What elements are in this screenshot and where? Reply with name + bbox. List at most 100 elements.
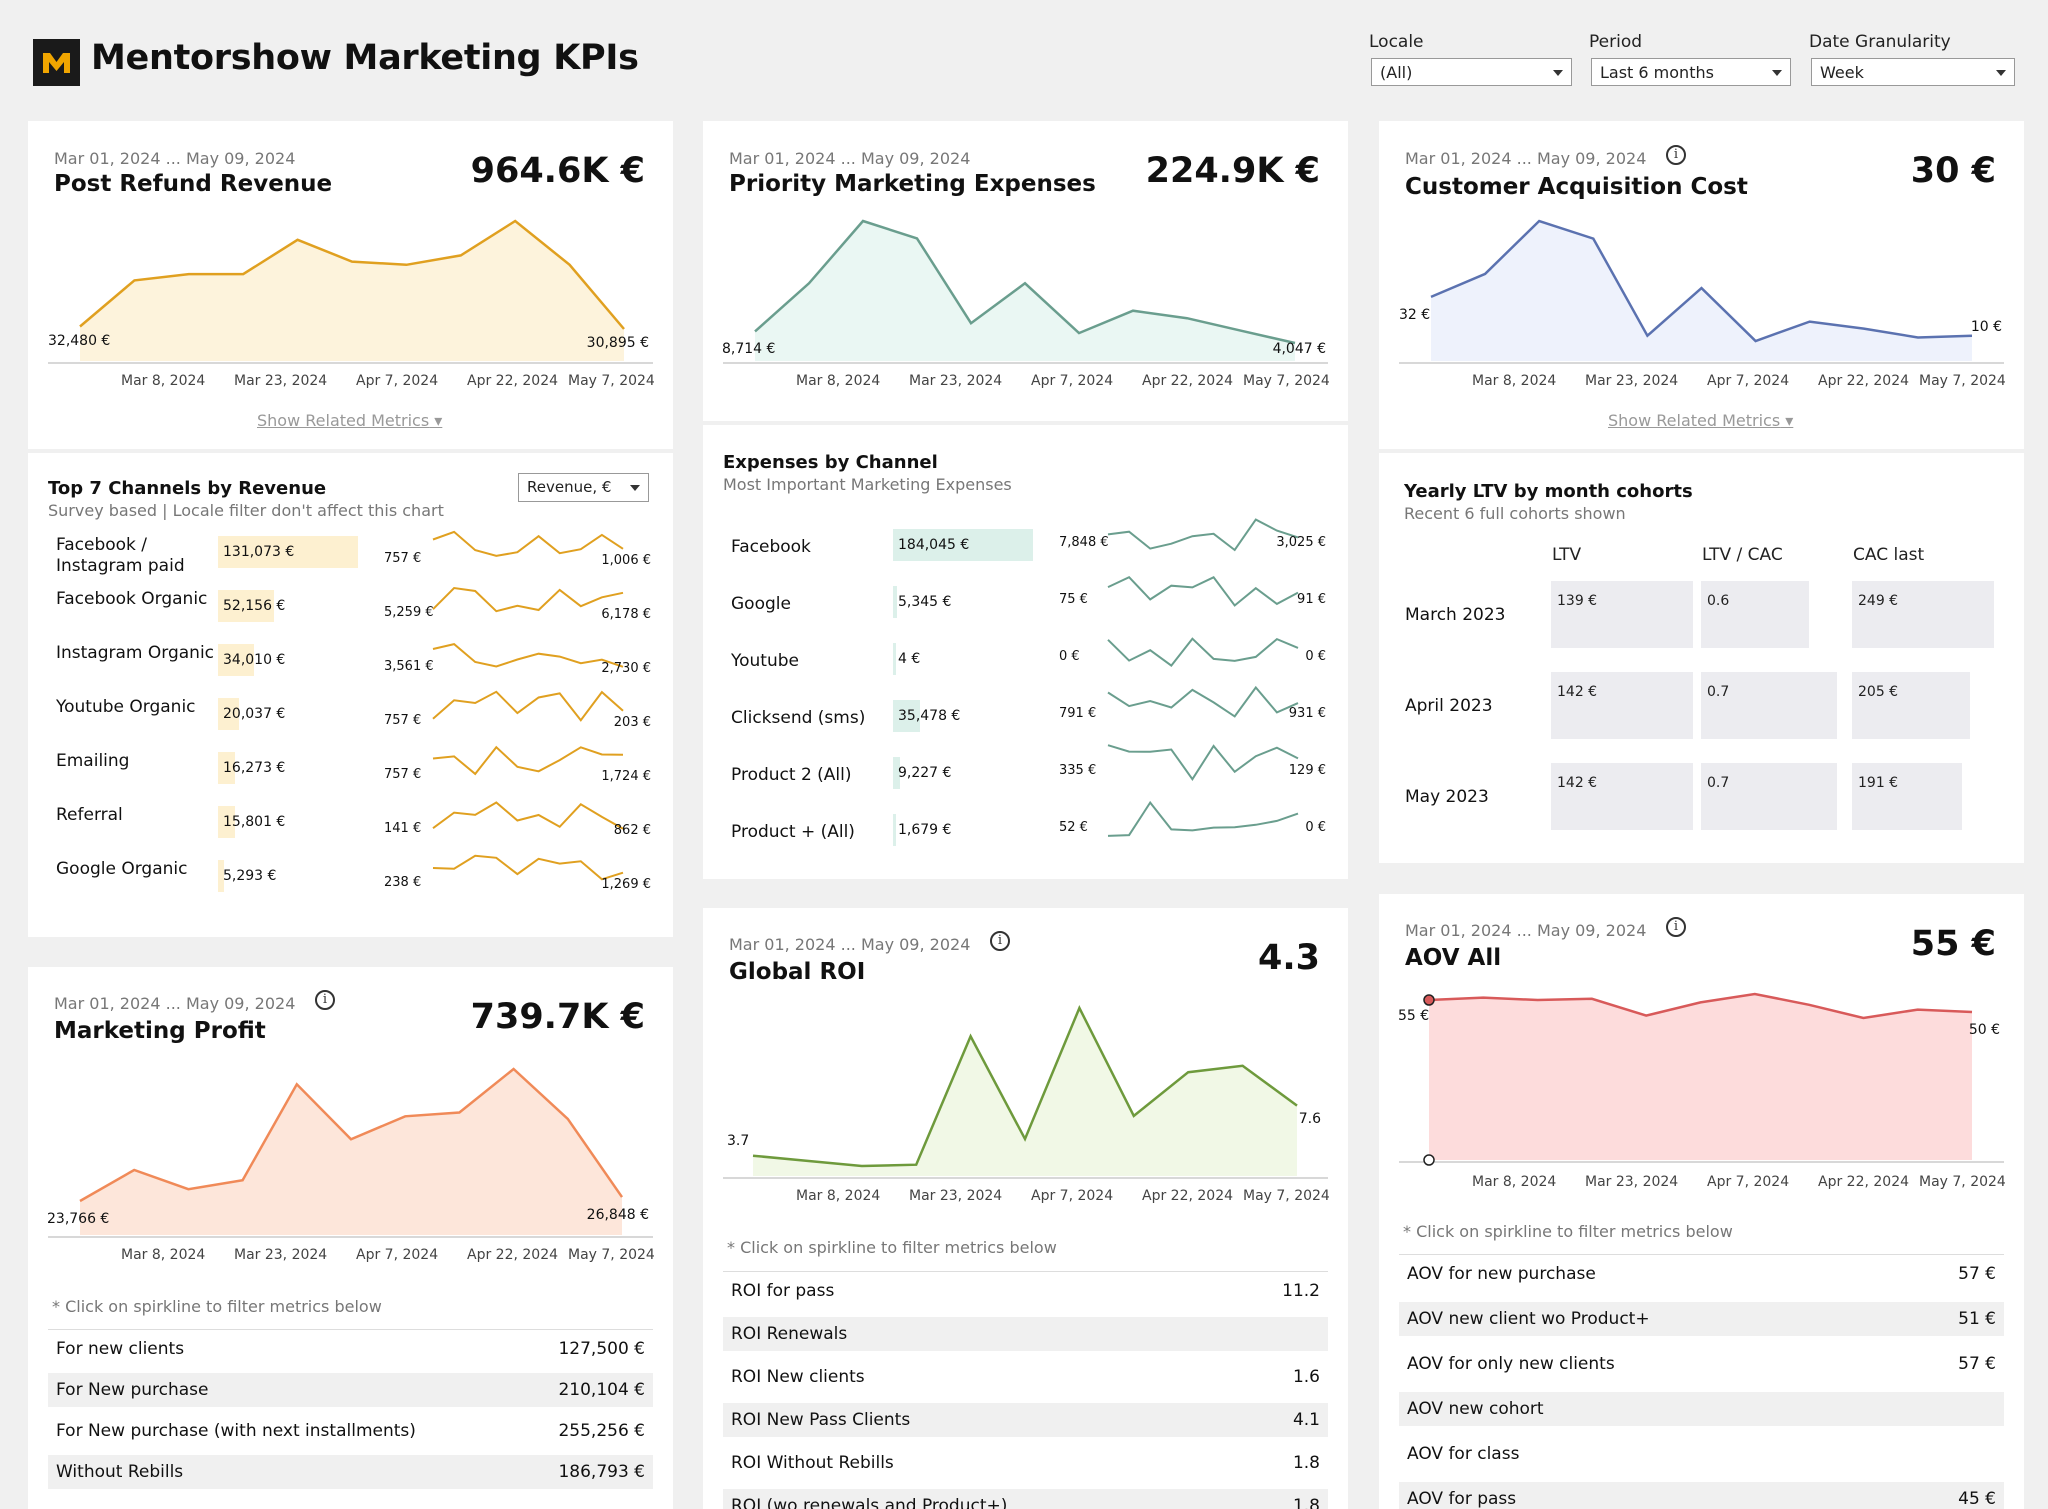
expense-sparkline[interactable]: [1063, 737, 1323, 789]
cac-last-cell[interactable]: 249 €: [1852, 581, 1994, 648]
x-tick: May 7, 2024: [1919, 373, 2006, 389]
x-tick: Apr 22, 2024: [1142, 1188, 1234, 1204]
channel-sparkline[interactable]: [388, 739, 648, 783]
info-icon[interactable]: i: [315, 990, 335, 1010]
roi-card: Mar 01, 2024 ... May 09, 2024 i Global R…: [703, 908, 1348, 1509]
channel-sparkline[interactable]: [388, 523, 648, 567]
metric-row[interactable]: ROI Renewals: [723, 1317, 1328, 1351]
expense-sparkline[interactable]: [1063, 794, 1323, 846]
ltv-cell[interactable]: 142 €: [1551, 672, 1693, 739]
sparkline-line: [432, 586, 624, 613]
channel-revenue-bar[interactable]: [218, 752, 236, 784]
expense-sparkline[interactable]: [1063, 623, 1323, 675]
channel-sparkline[interactable]: [388, 577, 648, 621]
sparkline-start-label: 238 €: [384, 875, 422, 890]
channel-revenue-bar[interactable]: [218, 806, 235, 838]
period-select-value: Last 6 months: [1600, 63, 1714, 82]
x-tick: Apr 22, 2024: [1818, 1174, 1910, 1190]
info-icon[interactable]: i: [1666, 145, 1686, 165]
show-related-metrics-link[interactable]: Show Related Metrics ▾: [257, 411, 443, 430]
sparkline-start-label: 757 €: [384, 767, 422, 782]
expense-bar[interactable]: [893, 529, 1033, 561]
channel-sparkline[interactable]: [388, 847, 648, 891]
metric-row[interactable]: For new clients 127,500 €: [48, 1332, 653, 1366]
ltv-cell[interactable]: 142 €: [1551, 763, 1693, 830]
locale-filter-label: Locale: [1369, 32, 1424, 52]
cac-sparkline-chart[interactable]: [1379, 121, 2024, 449]
metric-row[interactable]: For New purchase 210,104 €: [48, 1373, 653, 1407]
metric-row[interactable]: AOV for pass 45 €: [1399, 1482, 2004, 1509]
roi-sparkline-chart[interactable]: [703, 908, 1348, 1208]
show-related-metrics-link[interactable]: Show Related Metrics ▾: [1608, 411, 1794, 430]
channel-sparkline[interactable]: [388, 631, 648, 675]
info-icon[interactable]: i: [1666, 917, 1686, 937]
expense-bar[interactable]: [893, 586, 898, 618]
channel-revenue-bar[interactable]: [218, 644, 255, 676]
expense-bar[interactable]: [893, 814, 896, 846]
chart-start-label: 3.7: [727, 1133, 750, 1149]
cac-last-cell[interactable]: 191 €: [1852, 763, 1962, 830]
click-note: * Click on spirkline to filter metrics b…: [1403, 1222, 1733, 1241]
channel-revenue-bar[interactable]: [218, 860, 224, 892]
expense-sparkline[interactable]: [1063, 680, 1323, 732]
show-related-label: Show Related Metrics: [257, 411, 430, 430]
sparkline-line: [432, 690, 624, 722]
channel-revenue-bar[interactable]: [218, 590, 274, 622]
ltv-cell[interactable]: 139 €: [1551, 581, 1693, 648]
list-divider: [723, 1271, 1328, 1272]
kpi-title: Post Refund Revenue: [54, 171, 333, 197]
chart-start-label: 32,480 €: [48, 333, 111, 349]
info-icon[interactable]: i: [990, 931, 1010, 951]
metric-row[interactable]: ROI Without Rebills 1.8: [723, 1446, 1328, 1480]
expense-sparkline[interactable]: [1063, 566, 1323, 618]
chart-start-label: 23,766 €: [47, 1211, 110, 1227]
ltv-cac-cell[interactable]: 0.7: [1701, 672, 1837, 739]
aov-sparkline-chart[interactable]: [1379, 894, 2024, 1194]
metric-row[interactable]: ROI (wo renewals and Product+) 1.8: [723, 1489, 1328, 1509]
sparkline-line: [432, 745, 624, 776]
granularity-filter-label: Date Granularity: [1809, 32, 1951, 52]
metric-row[interactable]: AOV new cohort: [1399, 1392, 2004, 1426]
kpi-title: Customer Acquisition Cost: [1405, 174, 1748, 200]
channel-sparkline[interactable]: [388, 685, 648, 729]
section-title: Yearly LTV by month cohorts: [1404, 481, 1693, 502]
sparkline-end-label: 931 €: [1288, 706, 1326, 721]
metric-row[interactable]: Without Rebills 186,793 €: [48, 1455, 653, 1489]
locale-select[interactable]: (All): [1371, 58, 1572, 86]
expenses-sparkline-chart[interactable]: [703, 121, 1348, 421]
metric-row[interactable]: ROI New Pass Clients 4.1: [723, 1403, 1328, 1437]
chart-start-label: 55 €: [1398, 1008, 1430, 1024]
expense-bar[interactable]: [893, 757, 901, 789]
granularity-select[interactable]: Week: [1811, 58, 2015, 86]
cohort-label: March 2023: [1405, 605, 1506, 625]
expense-value: 9,227 €: [898, 765, 952, 781]
period-select[interactable]: Last 6 months: [1591, 58, 1791, 86]
channel-revenue-bar[interactable]: [218, 536, 358, 568]
expense-bar[interactable]: [893, 643, 896, 675]
ltv-cac-cell-value: 0.7: [1707, 684, 1730, 700]
sparkline-line: [1107, 744, 1299, 781]
expense-bar[interactable]: [893, 700, 920, 732]
click-note: * Click on spirkline to filter metrics b…: [727, 1238, 1057, 1257]
ltv-cac-cell[interactable]: 0.7: [1701, 763, 1837, 830]
ltv-cac-cell[interactable]: 0.6: [1701, 581, 1809, 648]
profit-sparkline-chart[interactable]: [28, 967, 673, 1267]
metric-row[interactable]: ROI New clients 1.6: [723, 1360, 1328, 1394]
expense-sparkline[interactable]: [1063, 509, 1323, 561]
cac-last-cell[interactable]: 205 €: [1852, 672, 1970, 739]
metric-row[interactable]: AOV for class: [1399, 1437, 2004, 1471]
metric-row[interactable]: ROI for pass 11.2: [723, 1274, 1328, 1308]
channel-metric-select[interactable]: Revenue, €: [518, 473, 649, 502]
channel-sparkline[interactable]: [388, 793, 648, 837]
metric-row[interactable]: AOV new client wo Product+ 51 €: [1399, 1302, 2004, 1336]
metric-row[interactable]: For New purchase (with next installments…: [48, 1414, 653, 1448]
cac-last-cell-value: 249 €: [1858, 593, 1899, 609]
metric-row[interactable]: AOV for new purchase 57 €: [1399, 1257, 2004, 1291]
metric-label: For New purchase (with next installments…: [56, 1421, 416, 1441]
expense-channel-name: Clicksend (sms): [731, 708, 866, 728]
channel-revenue-bar[interactable]: [218, 698, 240, 730]
revenue-sparkline-chart[interactable]: [28, 121, 673, 449]
cac-last-column-header: CAC last: [1853, 545, 1925, 565]
expense-value: 4 €: [898, 651, 921, 667]
metric-row[interactable]: AOV for only new clients 57 €: [1399, 1347, 2004, 1381]
